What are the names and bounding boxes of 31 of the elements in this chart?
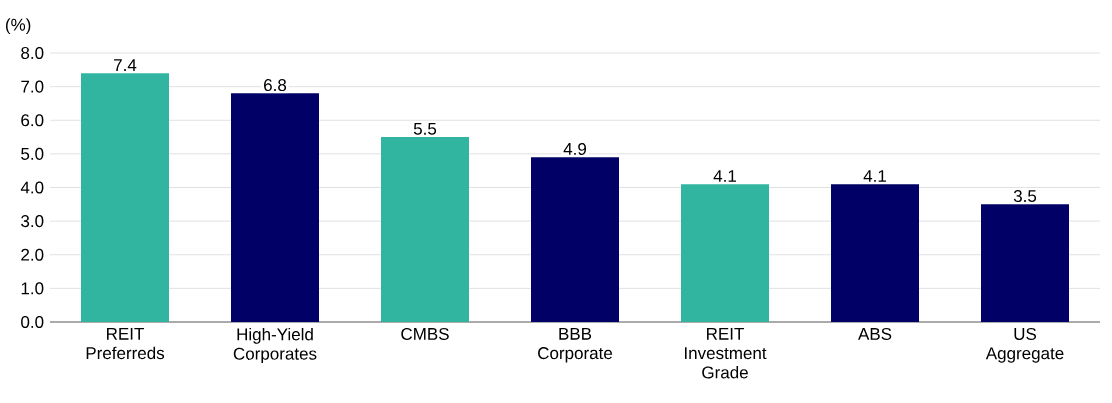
- bar: [831, 184, 920, 322]
- y-tick-label: 4.0: [20, 181, 44, 194]
- y-tick-label: 2.0: [21, 248, 44, 261]
- x-tick-label: US Aggregate: [985, 327, 1064, 363]
- bar: [81, 73, 169, 322]
- y-tick-label: 8.0: [21, 46, 44, 60]
- bar: [231, 93, 319, 322]
- data-label: 4.1: [863, 170, 886, 182]
- data-label: 6.8: [264, 79, 287, 92]
- y-tick-label: 3.0: [21, 215, 44, 228]
- y-tick-label: 0.0: [21, 315, 44, 329]
- data-label: 3.5: [1013, 190, 1037, 203]
- y-axis-title: (%): [5, 18, 31, 35]
- bar: [531, 157, 620, 322]
- x-tick-label: High-Yield Corporates: [233, 327, 317, 364]
- data-label: 4.1: [713, 170, 736, 182]
- bar: [681, 184, 770, 322]
- y-tick-label: 7.0: [21, 80, 44, 93]
- y-tick-label: 1.0: [21, 282, 44, 295]
- bar: [381, 137, 470, 322]
- x-tick-label: BBB Corporate: [538, 327, 613, 363]
- data-label: 5.5: [413, 122, 437, 135]
- y-tick-label: 5.0: [21, 147, 44, 160]
- x-tick-label: ABS: [858, 327, 892, 340]
- bar: [981, 204, 1070, 322]
- x-tick-label: REIT Investment Grade: [684, 327, 767, 379]
- x-tick-label: CMBS: [401, 327, 449, 340]
- data-label: 4.9: [563, 142, 587, 155]
- x-tick-label: REIT Preferreds: [86, 327, 165, 360]
- data-label: 7.4: [114, 59, 137, 71]
- y-tick-label: 6.0: [21, 114, 44, 127]
